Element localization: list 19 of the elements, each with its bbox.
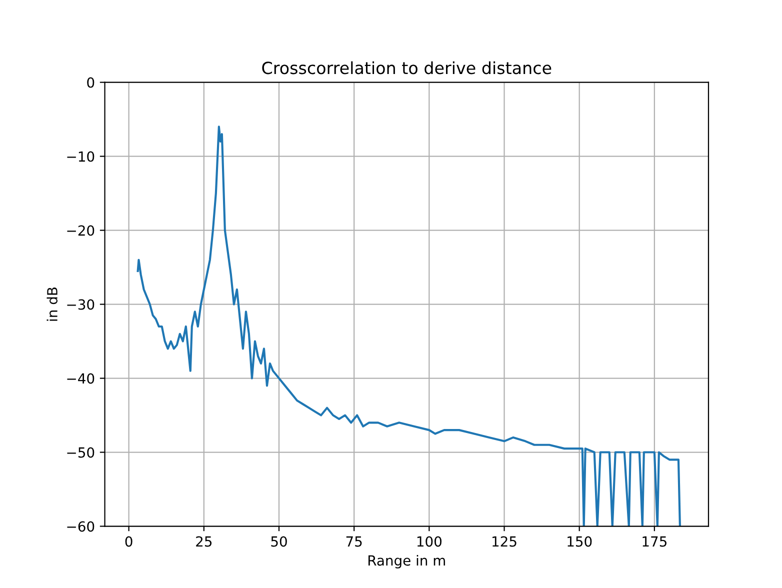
y-tick-label: −50 (67, 447, 94, 458)
x-tick-label: 25 (196, 536, 212, 547)
y-tick-label: −40 (67, 373, 94, 384)
x-tick-label: 100 (417, 536, 442, 547)
y-axis-title: in dB (46, 288, 58, 321)
y-tick-label: −60 (67, 521, 94, 532)
y-tick-label: −30 (67, 299, 94, 310)
chart-title: Crosscorrelation to derive distance (262, 61, 552, 74)
line-series (136, 126, 682, 526)
y-tick-label: −20 (67, 225, 94, 236)
x-tick-label: 125 (492, 536, 516, 547)
y-tick-label: 0 (87, 77, 94, 88)
x-tick-label: 75 (346, 536, 362, 547)
x-tick-label: 0 (125, 536, 132, 547)
x-tick-label: 175 (642, 536, 666, 547)
x-tick-label: 50 (271, 536, 287, 547)
x-tick-label: 150 (568, 536, 592, 547)
x-axis-title: Range in m (368, 554, 445, 568)
y-tick-label: −10 (67, 151, 94, 162)
